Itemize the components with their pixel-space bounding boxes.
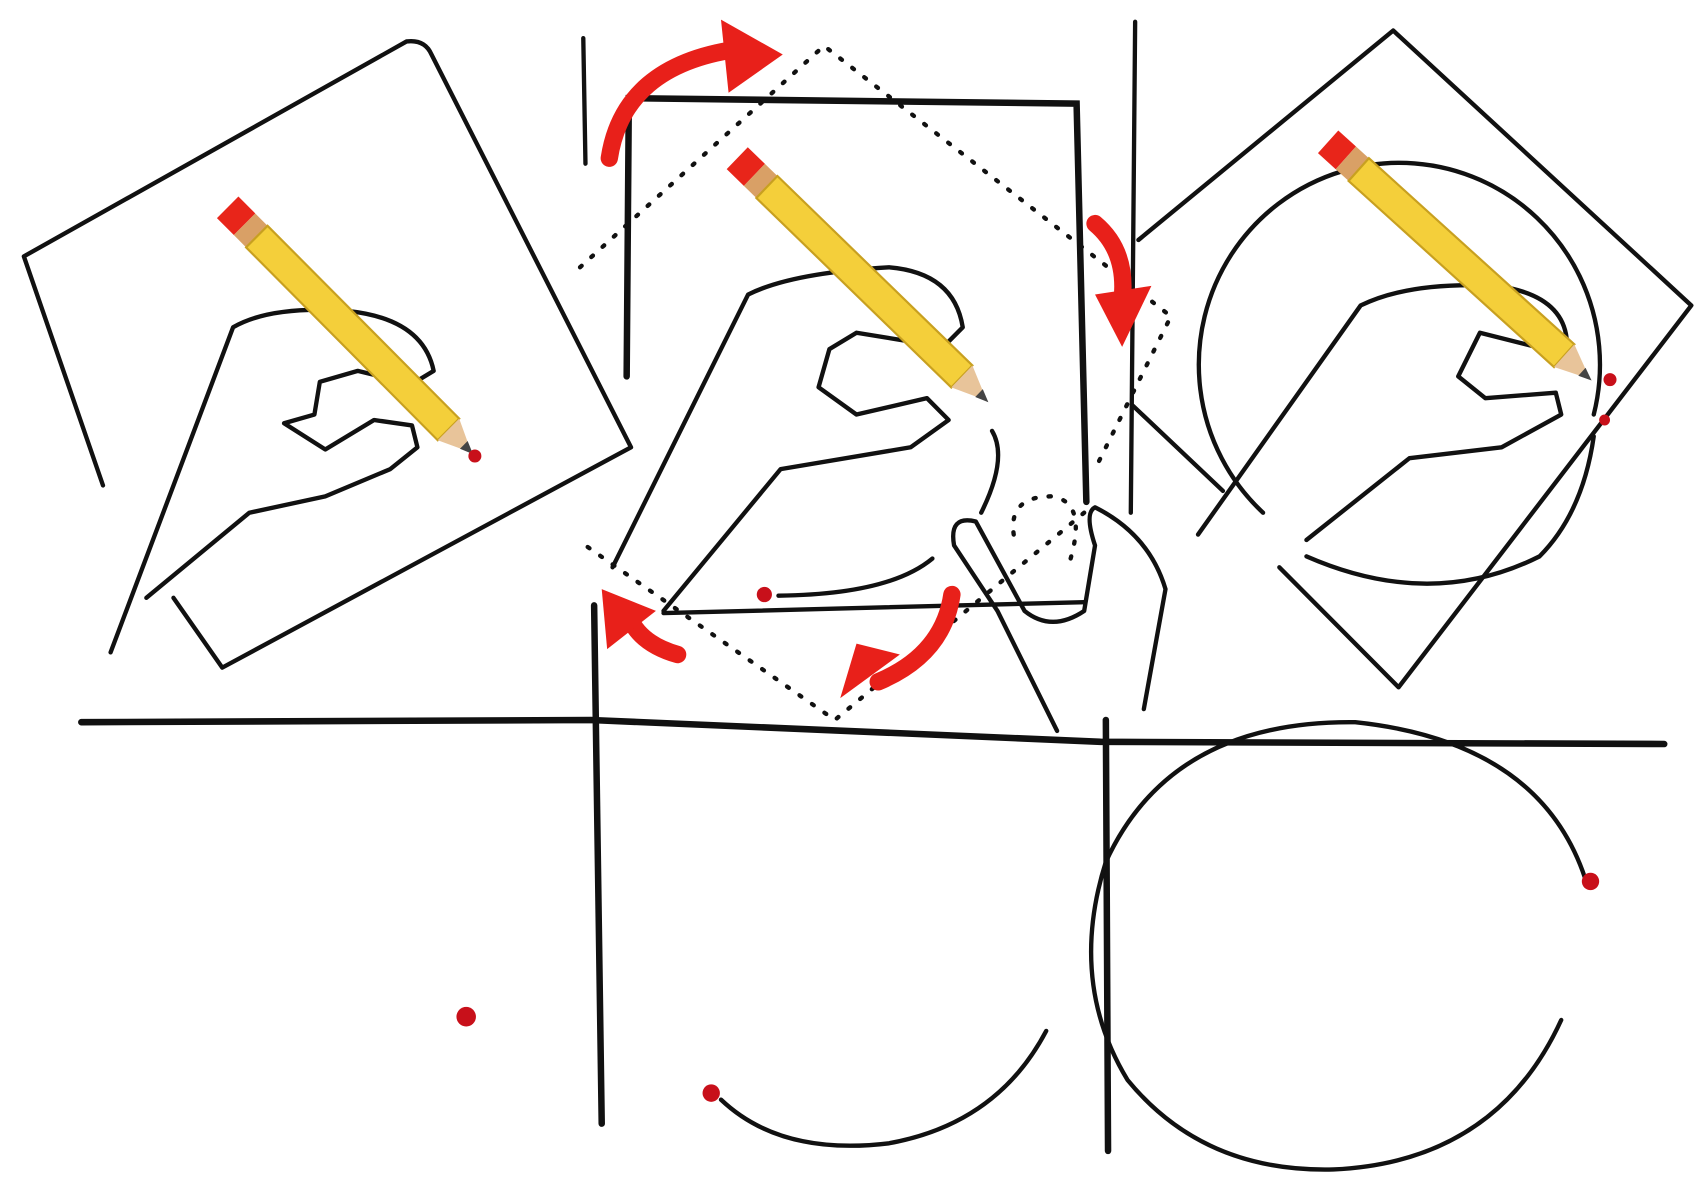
hand	[108, 307, 436, 655]
vertical-line	[590, 602, 605, 1127]
paper-outline	[21, 39, 634, 670]
middle-paper	[577, 19, 1174, 734]
rotated-outline	[577, 42, 1174, 723]
guide-line	[581, 36, 588, 166]
partial-arc	[718, 1028, 1049, 1148]
arrow-head	[1095, 285, 1152, 347]
left-paper	[21, 39, 634, 670]
red-dot	[456, 1006, 476, 1027]
paper-edge	[1130, 403, 1226, 494]
arrow	[600, 40, 746, 167]
guide-line	[1128, 19, 1138, 515]
pencil	[726, 147, 989, 403]
pencil	[1317, 130, 1592, 381]
thumb-hand	[951, 505, 1168, 734]
right-paper	[1130, 28, 1694, 690]
hand	[1195, 282, 1569, 543]
paper-bottom	[661, 600, 1087, 616]
vertical-line	[1102, 716, 1112, 1155]
arrow-head	[601, 589, 656, 650]
pencil-line	[979, 428, 1001, 515]
paper-outline	[1136, 28, 1694, 690]
red-dot	[1599, 414, 1611, 426]
red-dot	[756, 586, 772, 603]
thumb-ghost	[1010, 494, 1078, 570]
red-dot	[1603, 373, 1617, 387]
arrow	[869, 585, 961, 691]
frame-lines	[78, 602, 1668, 1155]
arrow-head	[720, 19, 783, 93]
rotation-arrows	[600, 19, 1152, 699]
hand	[610, 265, 965, 614]
red-dot	[702, 1084, 720, 1102]
stroke	[776, 556, 935, 598]
horizontal-line	[78, 716, 1668, 748]
arrow-head	[840, 643, 900, 699]
pencil	[216, 196, 474, 455]
arrow	[1086, 214, 1132, 309]
near-circle	[1088, 719, 1588, 1172]
paper-outline	[623, 94, 1090, 506]
red-dot	[468, 449, 482, 463]
progress-drawings	[456, 719, 1600, 1172]
red-dot	[1581, 872, 1600, 891]
